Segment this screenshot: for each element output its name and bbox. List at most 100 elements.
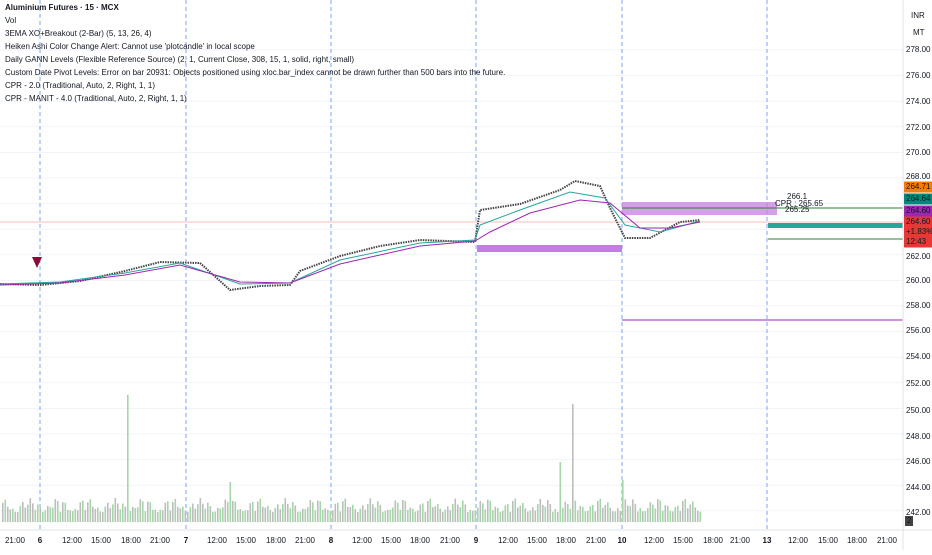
volume-bar <box>569 508 572 522</box>
volume-bar <box>52 507 54 522</box>
price-label: 246.00 <box>906 457 931 466</box>
level-label: 266.1 <box>787 192 808 201</box>
volume-bar <box>177 506 179 522</box>
volume-bar <box>674 507 677 522</box>
volume-bar <box>97 507 99 522</box>
volume-bar <box>234 501 237 522</box>
volume-bar <box>637 511 639 522</box>
volume-bar <box>419 504 422 522</box>
volume-bar <box>247 510 249 522</box>
volume-bar <box>529 510 532 522</box>
volume-bar <box>364 509 367 522</box>
price-label: 260.00 <box>906 276 931 285</box>
volume-bar <box>692 501 694 522</box>
volume-bar <box>89 499 92 522</box>
time-label: 21:00 <box>5 536 26 545</box>
volume-bar <box>497 507 499 522</box>
volume-bar <box>539 498 542 522</box>
volume-bar <box>669 510 672 522</box>
time-label: 10 <box>618 536 627 545</box>
volume-bar <box>179 508 182 522</box>
volume-bar <box>689 504 692 522</box>
volume-bar <box>282 504 284 522</box>
volume-bar <box>619 511 622 522</box>
volume-bar <box>259 498 262 522</box>
volume-bar <box>457 504 459 522</box>
price-label: 276.00 <box>906 71 931 80</box>
volume-bar <box>599 498 602 522</box>
volume-bar <box>244 510 247 522</box>
volume-bar <box>94 508 97 522</box>
volume-label: Vol <box>5 16 16 25</box>
volume-bar <box>577 510 579 522</box>
volume-bar <box>574 500 577 522</box>
time-label: 12:00 <box>352 536 373 545</box>
unit-label: MT <box>913 28 925 37</box>
volume-bar <box>369 498 372 522</box>
volume-bar <box>342 501 344 522</box>
volume-bar <box>427 501 429 522</box>
volume-bar <box>332 510 334 522</box>
volume-bar <box>139 499 142 522</box>
volume-bar <box>379 504 382 522</box>
volume-bar <box>614 511 617 522</box>
volume-bar <box>304 509 307 522</box>
price-tag-label: 12:43 <box>906 237 927 246</box>
corner-label: 2 <box>907 516 912 525</box>
indicator-label: Custom Date Pivot Levels: Error on bar 2… <box>5 68 505 77</box>
volume-bar <box>239 509 242 522</box>
volume-bar <box>292 501 294 522</box>
volume-bar <box>627 505 629 522</box>
volume-bar <box>164 502 167 522</box>
volume-bar <box>152 509 154 522</box>
volume-bar <box>504 505 507 522</box>
volume-bar <box>157 511 159 522</box>
volume-bar <box>664 505 667 522</box>
volume-bar <box>449 510 452 522</box>
volume-bar <box>299 511 302 522</box>
volume-bar <box>337 502 339 522</box>
volume-bars <box>2 395 702 522</box>
volume-bar <box>382 511 384 522</box>
volume-bar <box>254 510 257 522</box>
time-label: 21:00 <box>730 536 751 545</box>
volume-bar <box>29 498 32 522</box>
volume-bar <box>227 501 229 522</box>
volume-bar <box>219 508 222 522</box>
price-tag <box>904 181 932 193</box>
volume-bar <box>502 510 504 522</box>
volume-bar <box>477 507 479 522</box>
volume-bar <box>222 507 224 522</box>
volume-bar <box>447 506 449 522</box>
volume-bar <box>107 502 109 522</box>
volume-bar <box>489 500 492 522</box>
volume-bar <box>357 511 359 522</box>
volume-bar <box>639 508 642 522</box>
volume-bar <box>684 499 687 522</box>
volume-bar <box>54 499 57 522</box>
volume-bar <box>122 503 124 522</box>
time-label: 18:00 <box>121 536 142 545</box>
time-label: 18:00 <box>410 536 431 545</box>
volume-bar <box>632 499 634 522</box>
price-label: 252.00 <box>906 379 931 388</box>
volume-bar <box>677 505 679 522</box>
volume-bar <box>557 511 559 522</box>
volume-bar <box>199 498 202 522</box>
time-label: 7 <box>184 536 189 545</box>
volume-bar <box>169 510 172 522</box>
time-label: 18:00 <box>847 536 868 545</box>
volume-bar <box>109 508 112 522</box>
volume-bar <box>424 511 427 522</box>
volume-bar <box>124 506 127 522</box>
price-label: 268.00 <box>906 172 931 181</box>
time-label: 18:00 <box>266 536 287 545</box>
volume-bar <box>104 506 107 522</box>
time-label: 21:00 <box>295 536 316 545</box>
volume-bar <box>592 504 594 522</box>
volume-bar <box>322 509 324 522</box>
volume-bar <box>439 508 442 522</box>
volume-bar <box>42 511 44 522</box>
volume-bar <box>394 500 397 522</box>
